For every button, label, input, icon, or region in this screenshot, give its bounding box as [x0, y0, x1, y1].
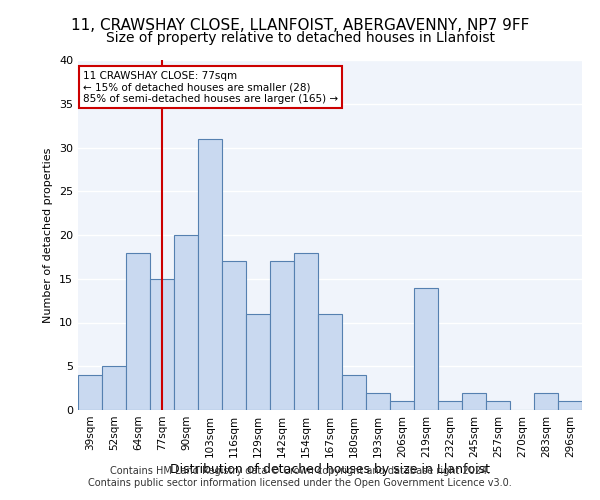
Bar — [366, 392, 390, 410]
Text: Contains HM Land Registry data © Crown copyright and database right 2024.
Contai: Contains HM Land Registry data © Crown c… — [88, 466, 512, 487]
Bar — [126, 252, 150, 410]
Bar — [486, 401, 510, 410]
Bar — [222, 261, 246, 410]
Bar — [558, 401, 582, 410]
Bar — [342, 375, 366, 410]
Bar — [534, 392, 558, 410]
Bar — [390, 401, 414, 410]
X-axis label: Distribution of detached houses by size in Llanfoist: Distribution of detached houses by size … — [170, 462, 490, 475]
Bar — [198, 139, 222, 410]
Bar — [78, 375, 102, 410]
Bar — [102, 366, 126, 410]
Bar — [246, 314, 270, 410]
Bar — [270, 261, 294, 410]
Y-axis label: Number of detached properties: Number of detached properties — [43, 148, 53, 322]
Text: 11, CRAWSHAY CLOSE, LLANFOIST, ABERGAVENNY, NP7 9FF: 11, CRAWSHAY CLOSE, LLANFOIST, ABERGAVEN… — [71, 18, 529, 32]
Text: Size of property relative to detached houses in Llanfoist: Size of property relative to detached ho… — [106, 31, 494, 45]
Bar — [150, 279, 174, 410]
Bar — [294, 252, 318, 410]
Text: 11 CRAWSHAY CLOSE: 77sqm
← 15% of detached houses are smaller (28)
85% of semi-d: 11 CRAWSHAY CLOSE: 77sqm ← 15% of detach… — [83, 70, 338, 104]
Bar — [438, 401, 462, 410]
Bar — [174, 235, 198, 410]
Bar — [414, 288, 438, 410]
Bar — [462, 392, 486, 410]
Bar — [318, 314, 342, 410]
